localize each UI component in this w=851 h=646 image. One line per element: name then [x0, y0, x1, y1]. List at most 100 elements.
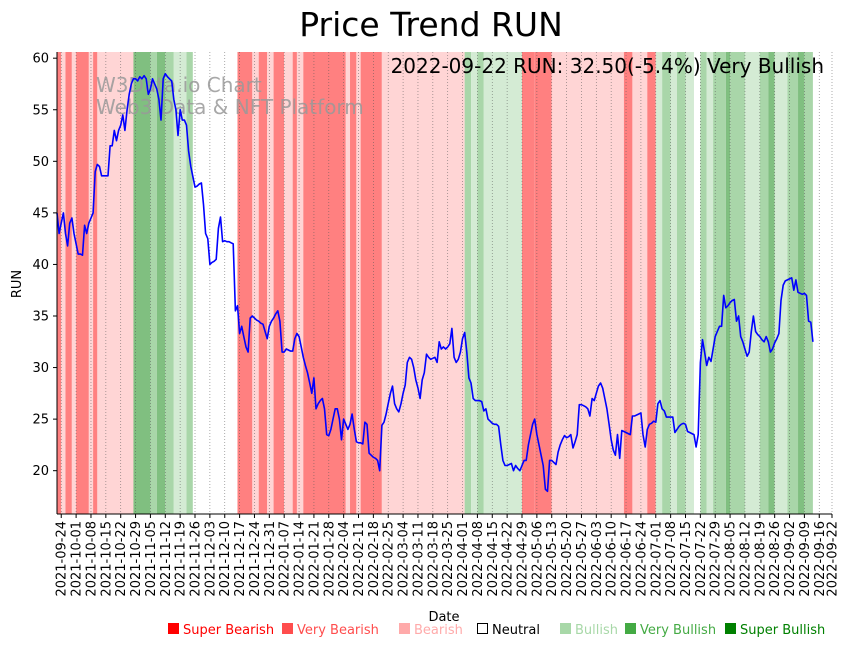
- watermark-line-1: W3Data.io Chart: [96, 73, 262, 97]
- x-tick-label: 2022-03-11: [411, 521, 426, 597]
- regime-bands: [57, 52, 813, 514]
- legend-label: Very Bullish: [640, 623, 716, 638]
- x-tick-label: 2021-12-24: [248, 521, 263, 597]
- x-tick-label: 2022-07-22: [694, 521, 709, 597]
- x-tick-label: 2022-09-16: [813, 521, 828, 597]
- x-tick-label: 2022-05-13: [545, 521, 560, 597]
- legend-label: Super Bullish: [740, 623, 825, 638]
- x-tick-label: 2022-02-11: [352, 521, 367, 597]
- legend-swatch: [168, 623, 179, 634]
- x-tick-label: 2022-09-22: [826, 521, 841, 597]
- y-tick-label: 20: [32, 464, 49, 479]
- regime-band: [252, 52, 259, 514]
- x-tick-label: 2022-05-27: [575, 521, 590, 597]
- regime-band: [632, 52, 648, 514]
- x-tick-label: 2022-04-01: [456, 521, 471, 597]
- x-tick-label: 2021-11-19: [174, 521, 189, 597]
- x-tick-label: 2022-06-10: [605, 521, 620, 597]
- y-tick-label: 60: [32, 52, 49, 67]
- regime-band: [768, 52, 775, 514]
- x-tick-label: 2021-10-08: [84, 521, 99, 597]
- regime-band: [71, 52, 77, 514]
- legend-swatch: [560, 623, 571, 634]
- x-tick-label: 2022-05-06: [530, 521, 545, 597]
- x-tick-label: 2022-01-07: [278, 521, 293, 597]
- regime-band: [483, 52, 522, 514]
- x-tick-label: 2022-07-15: [679, 521, 694, 597]
- x-tick-label: 2021-12-17: [233, 521, 248, 597]
- x-tick-label: 2022-06-17: [620, 521, 635, 597]
- legend-swatch: [399, 623, 410, 634]
- x-tick-label: 2022-04-08: [471, 521, 486, 597]
- regime-band: [345, 52, 351, 514]
- regime-band: [381, 52, 393, 514]
- x-tick-label: 2022-01-28: [322, 521, 337, 597]
- regime-band: [759, 52, 769, 514]
- regime-band: [258, 52, 268, 514]
- axes: [56, 52, 832, 515]
- x-tick-label: 2022-04-15: [486, 521, 501, 597]
- regime-band: [464, 52, 472, 514]
- regime-band: [57, 52, 62, 514]
- legend-swatch: [477, 623, 488, 634]
- x-tick-label: 2021-09-24: [55, 521, 70, 597]
- price-line: [56, 72, 814, 493]
- regime-band: [623, 52, 633, 514]
- regime-band: [303, 52, 346, 514]
- regime-band: [350, 52, 357, 514]
- x-tick-label: 2021-11-26: [189, 521, 204, 597]
- regime-band: [804, 52, 813, 514]
- legend-label: Very Bearish: [297, 623, 379, 638]
- x-tick-label: 2022-08-26: [768, 521, 783, 597]
- x-tick-label: 2021-12-31: [263, 521, 278, 597]
- x-tick-label: 2022-05-20: [560, 521, 575, 597]
- regime-band: [700, 52, 707, 514]
- regime-band: [284, 52, 293, 514]
- regime-band: [647, 52, 656, 514]
- x-tick-label: 2022-08-19: [753, 521, 768, 597]
- regime-band: [522, 52, 535, 514]
- x-tick-label: 2021-10-29: [129, 521, 144, 597]
- regime-band: [165, 52, 174, 514]
- regime-band: [477, 52, 484, 514]
- regime-band: [237, 52, 253, 514]
- x-tick-label: 2022-08-05: [724, 521, 739, 597]
- regime-band: [156, 52, 166, 514]
- regime-band: [670, 52, 677, 514]
- regime-band: [677, 52, 686, 514]
- regime-band: [551, 52, 624, 514]
- x-tick-label: 2021-11-12: [159, 521, 174, 597]
- y-ticks: 20 25 30 35 40 45 50 55 60: [32, 52, 57, 479]
- regime-band: [744, 52, 760, 514]
- regime-band: [133, 52, 151, 514]
- regime-band: [296, 52, 304, 514]
- regime-band: [534, 52, 552, 514]
- x-tick-label: 2022-03-04: [397, 521, 412, 597]
- regime-band: [273, 52, 285, 514]
- x-tick-label: 2021-12-10: [218, 521, 233, 597]
- x-tick-label: 2021-10-15: [99, 521, 114, 597]
- x-tick-label: 2021-12-03: [203, 521, 218, 597]
- chart-title: Price Trend RUN: [299, 5, 563, 44]
- y-tick-label: 50: [32, 155, 49, 170]
- watermark: W3Data.io Chart Web3 Data & NFT Platform: [96, 73, 364, 119]
- x-tick-label: 2022-02-25: [382, 521, 397, 597]
- x-tick-label: 2022-07-08: [664, 521, 679, 597]
- regime-band: [267, 52, 274, 514]
- x-tick-label: 2022-01-14: [293, 521, 308, 597]
- legend-label: Super Bearish: [183, 623, 274, 638]
- legend: Super Bearish Very Bearish Bearish Neutral B…: [168, 623, 825, 638]
- y-tick-label: 40: [32, 258, 49, 273]
- regime-band: [713, 52, 726, 514]
- regime-band: [150, 52, 157, 514]
- regime-band: [706, 52, 714, 514]
- x-tick-label: 2022-09-02: [783, 521, 798, 597]
- legend-swatch: [725, 623, 736, 634]
- regime-band: [93, 52, 98, 514]
- regime-band: [76, 52, 89, 514]
- legend-swatch: [625, 623, 636, 634]
- regime-band: [192, 52, 238, 514]
- regime-band: [685, 52, 694, 514]
- regime-band: [662, 52, 671, 514]
